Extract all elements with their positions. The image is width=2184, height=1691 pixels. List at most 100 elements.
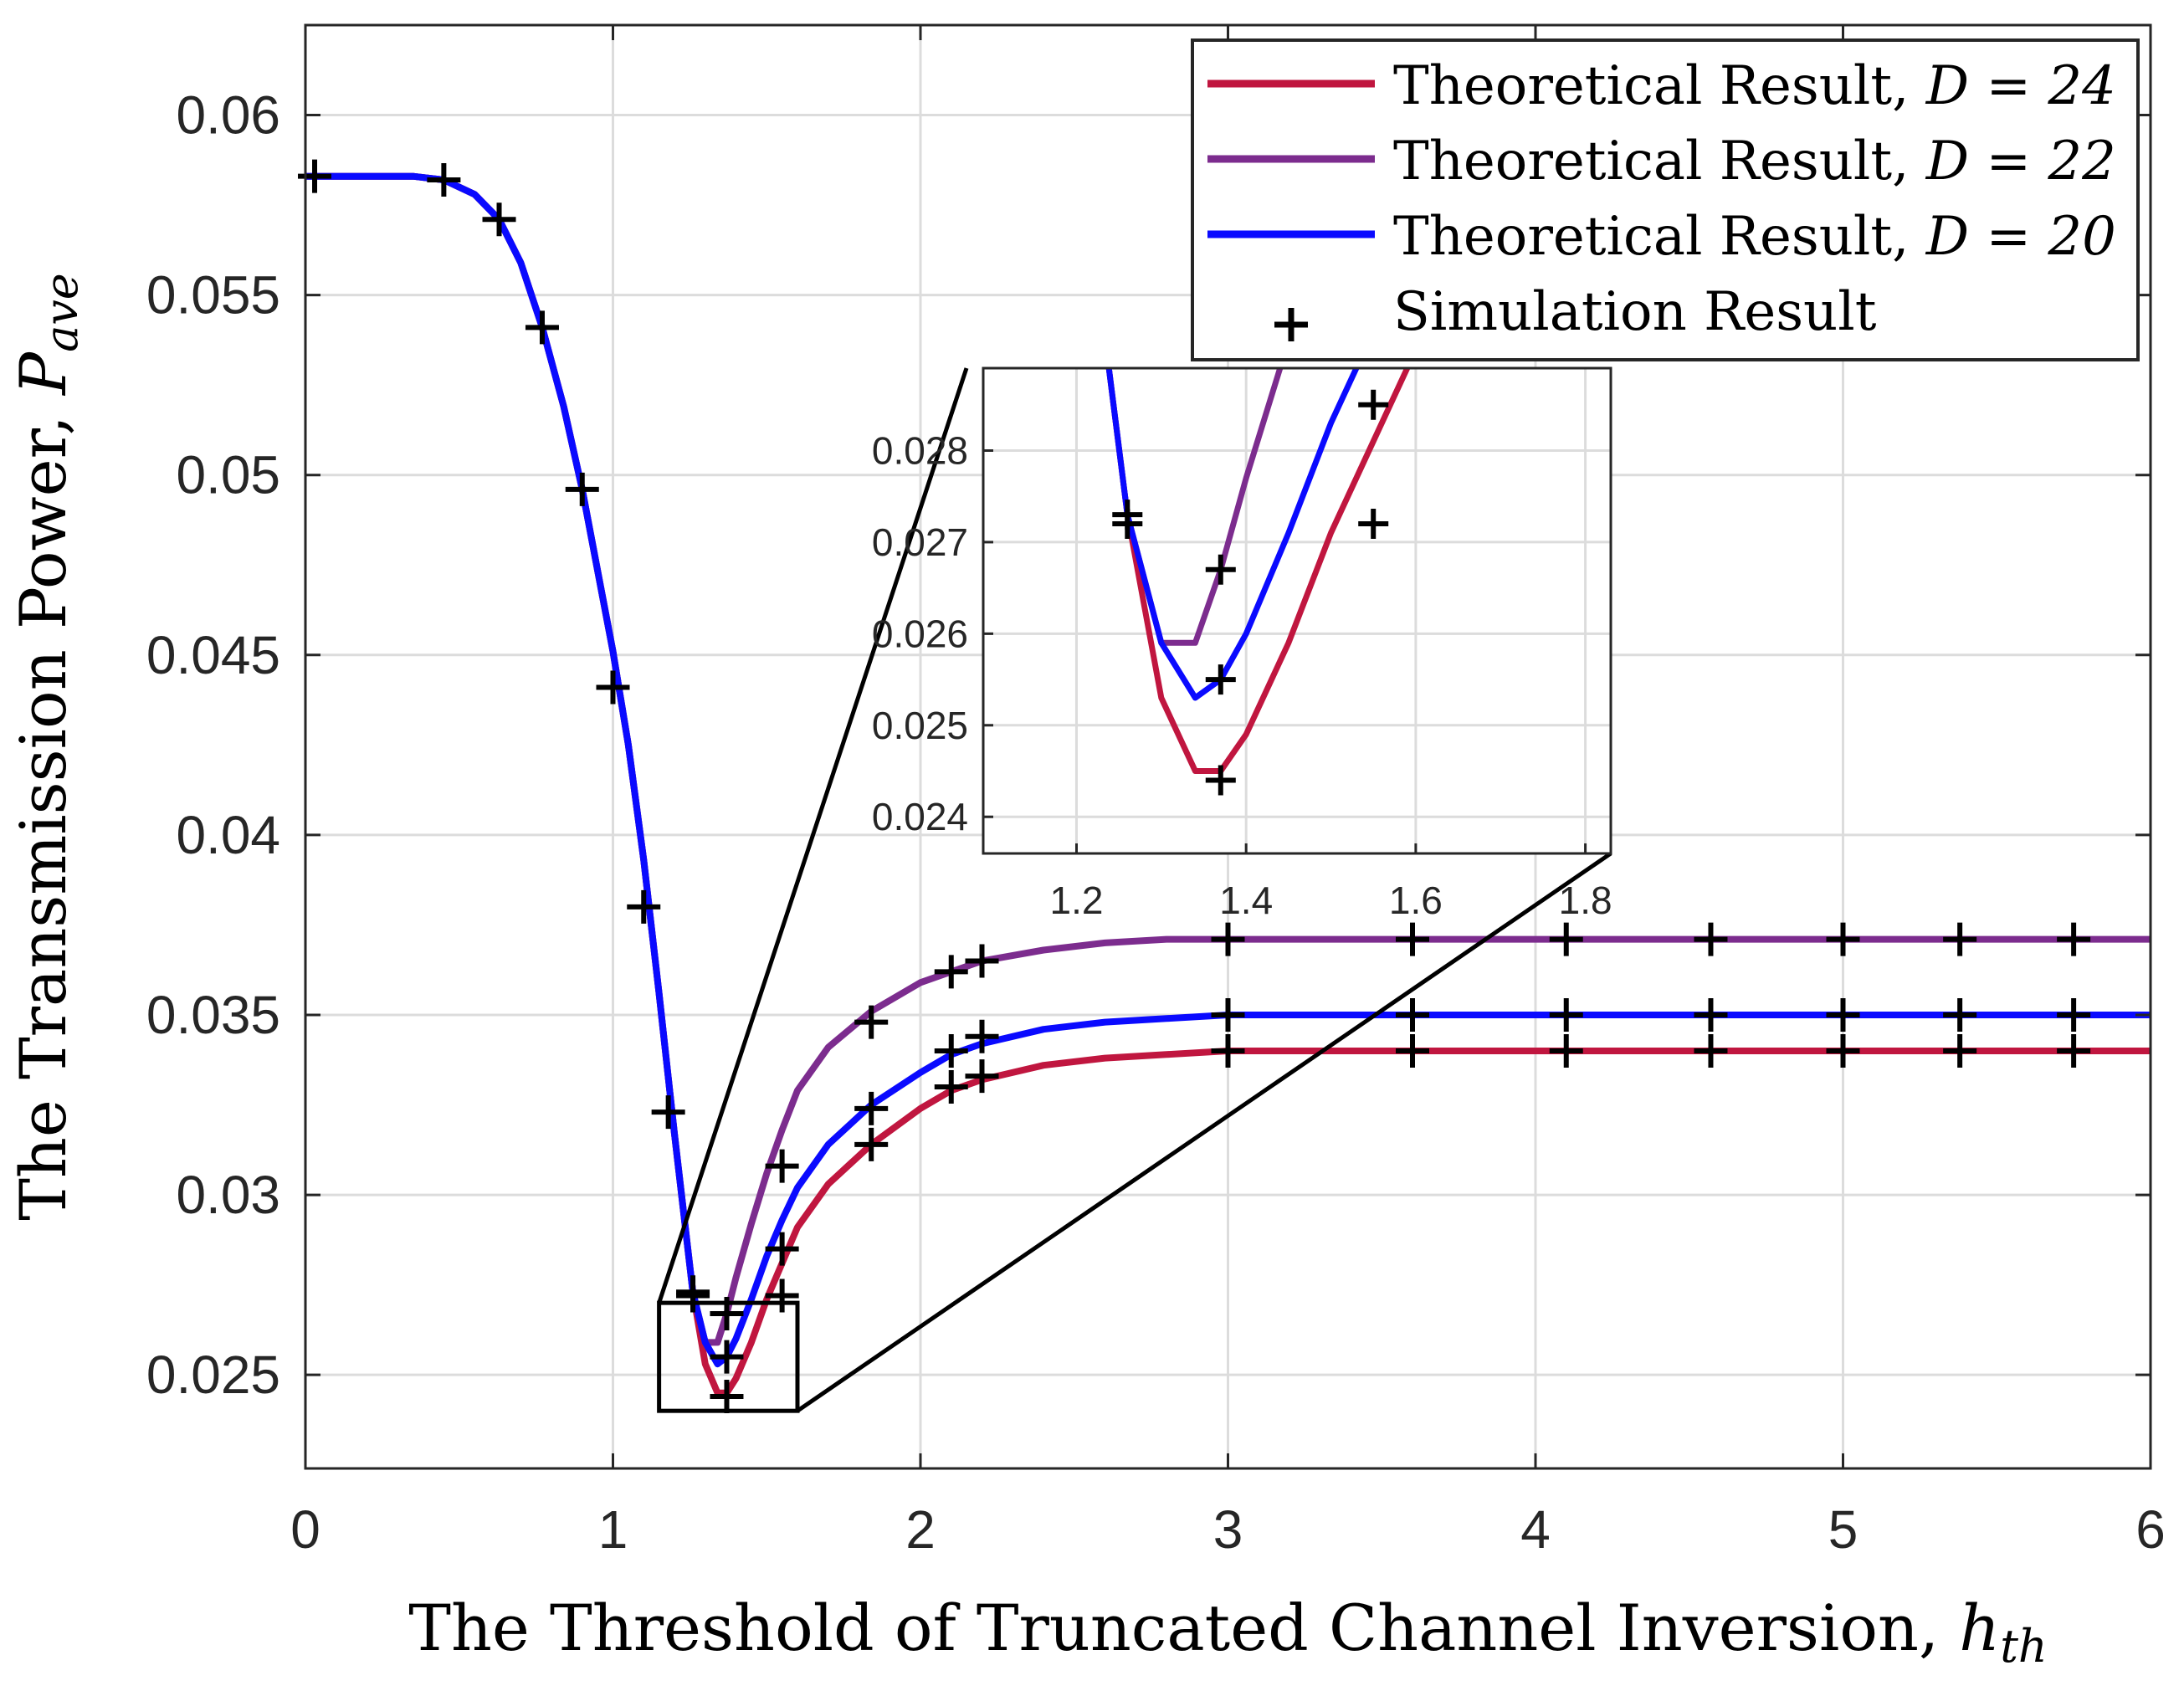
x-axis-label: The Threshold of Truncated Channel Inver…	[408, 1591, 2047, 1673]
simulation-marker	[765, 1149, 799, 1183]
inset-x-tick-label: 1.4	[1219, 879, 1273, 922]
y-tick-label: 0.035	[146, 985, 280, 1045]
y-axis-label: The Transmission Power, Pave	[6, 273, 88, 1221]
legend-label-text: Simulation Result	[1393, 281, 1877, 343]
legend-label-param: D = 22	[1925, 131, 2116, 192]
simulation-marker	[1943, 997, 1977, 1032]
simulation-marker	[1694, 922, 1728, 956]
inset-plot: 1.2 1.4 1.6 1.8 0.024 0.025 0.026 0.027 0.028	[872, 366, 1612, 922]
simulation-marker	[765, 1232, 799, 1266]
simulation-marker	[1396, 997, 1429, 1032]
simulation-marker	[676, 1278, 710, 1313]
simulation-marker	[1211, 922, 1245, 956]
simulation-marker	[1549, 997, 1583, 1032]
simulation-marker	[651, 1095, 685, 1130]
x-tick-label: 6	[2135, 1499, 2166, 1560]
zoom-box	[657, 1300, 800, 1413]
y-tick-label: 0.055	[146, 265, 280, 325]
inset-y-tick-label: 0.024	[872, 795, 968, 838]
simulation-marker	[1205, 664, 1236, 695]
simulation-marker	[965, 1019, 999, 1053]
simulation-marker	[854, 1005, 889, 1039]
simulation-marker	[2057, 1034, 2091, 1068]
legend-box	[1191, 38, 2140, 361]
simulation-marker	[427, 162, 461, 197]
simulation-marker	[1205, 554, 1236, 585]
zoom-connector-line	[796, 851, 1612, 1413]
legend-label-text: Theoretical Result,	[1393, 55, 1926, 117]
x-tick-label: 0	[290, 1499, 320, 1560]
simulation-marker	[627, 889, 661, 924]
x-tick-label: 5	[1828, 1499, 1858, 1560]
legend-label: Simulation Result	[1393, 281, 1877, 343]
simulation-marker	[298, 159, 332, 193]
simulation-marker	[854, 1127, 889, 1161]
simulation-marker	[1943, 1034, 1977, 1068]
simulation-marker	[565, 472, 599, 506]
simulation-marker	[1211, 997, 1245, 1032]
x-tick-label: 1	[598, 1499, 628, 1560]
simulation-marker	[1358, 509, 1389, 540]
simulation-marker	[596, 670, 630, 705]
x-tick-label: 2	[905, 1499, 936, 1560]
simulation-marker	[710, 1379, 744, 1413]
simulation-marker	[2057, 997, 2091, 1032]
simulation-marker	[854, 1091, 889, 1125]
simulation-marker	[1826, 922, 1860, 956]
simulation-marker	[1549, 1034, 1583, 1068]
simulation-marker	[710, 1340, 744, 1374]
simulation-marker	[482, 202, 516, 237]
simulation-marker	[2057, 922, 2091, 956]
inset-frame	[982, 366, 1612, 855]
zoom-indicator	[657, 367, 1612, 1413]
y-tick-label: 0.06	[176, 85, 280, 146]
simulation-marker	[1826, 1034, 1860, 1068]
legend-label-text: Theoretical Result,	[1393, 131, 1926, 192]
x-tick-label: 4	[1520, 1499, 1551, 1560]
simulation-marker	[525, 310, 559, 345]
legend-label-param: D = 24	[1925, 55, 2116, 117]
inset-x-tick-label: 1.2	[1050, 879, 1104, 922]
legend-label: Theoretical Result, D = 24	[1393, 55, 2116, 117]
inset-y-tick-label: 0.025	[872, 704, 968, 747]
simulation-marker	[1826, 997, 1860, 1032]
simulation-marker	[934, 1070, 968, 1104]
x-tick-label: 3	[1213, 1499, 1243, 1560]
simulation-marker	[1205, 765, 1236, 796]
simulation-marker	[1396, 1034, 1429, 1068]
simulation-marker	[965, 1059, 999, 1094]
zoom-connector-line	[657, 367, 969, 1304]
simulation-marker	[1358, 389, 1389, 420]
inset-x-tick-label: 1.8	[1559, 879, 1612, 922]
y-tick-label: 0.03	[176, 1165, 280, 1225]
inset-y-tick-label: 0.027	[872, 520, 968, 564]
y-tick-label: 0.025	[146, 1345, 280, 1405]
simulation-marker	[1396, 922, 1429, 956]
inset-x-tick-label: 1.6	[1389, 879, 1443, 922]
main-ticks: 0 1 2 3 4 5 6 0.025 0.03 0.035 0.04 0.045 0.05 0.055 0…	[146, 25, 2166, 1560]
y-tick-label: 0.04	[176, 805, 280, 865]
simulation-marker	[934, 1034, 968, 1068]
inset-y-tick-label: 0.026	[872, 612, 968, 655]
simulation-marker	[1943, 922, 1977, 956]
legend-label-text: Theoretical Result,	[1393, 206, 1926, 268]
y-tick-label: 0.05	[176, 445, 280, 505]
simulation-marker	[1549, 922, 1583, 956]
simulation-marker	[934, 955, 968, 989]
simulation-marker	[1694, 997, 1728, 1032]
simulation-marker	[1112, 509, 1143, 540]
legend-label: Theoretical Result, D = 20	[1393, 206, 2116, 268]
legend-label-param: D = 20	[1925, 206, 2116, 268]
simulation-marker	[965, 944, 999, 978]
simulation-marker	[1211, 1034, 1245, 1068]
inset-background	[983, 368, 1611, 853]
simulation-marker	[1694, 1034, 1728, 1068]
y-tick-label: 0.045	[146, 625, 280, 685]
simulation-marker	[1274, 308, 1308, 341]
inset-series	[1105, 368, 1411, 796]
inset-y-tick-label: 0.028	[872, 428, 968, 472]
legend-label: Theoretical Result, D = 22	[1393, 131, 2116, 192]
simulation-marker	[765, 1278, 799, 1313]
